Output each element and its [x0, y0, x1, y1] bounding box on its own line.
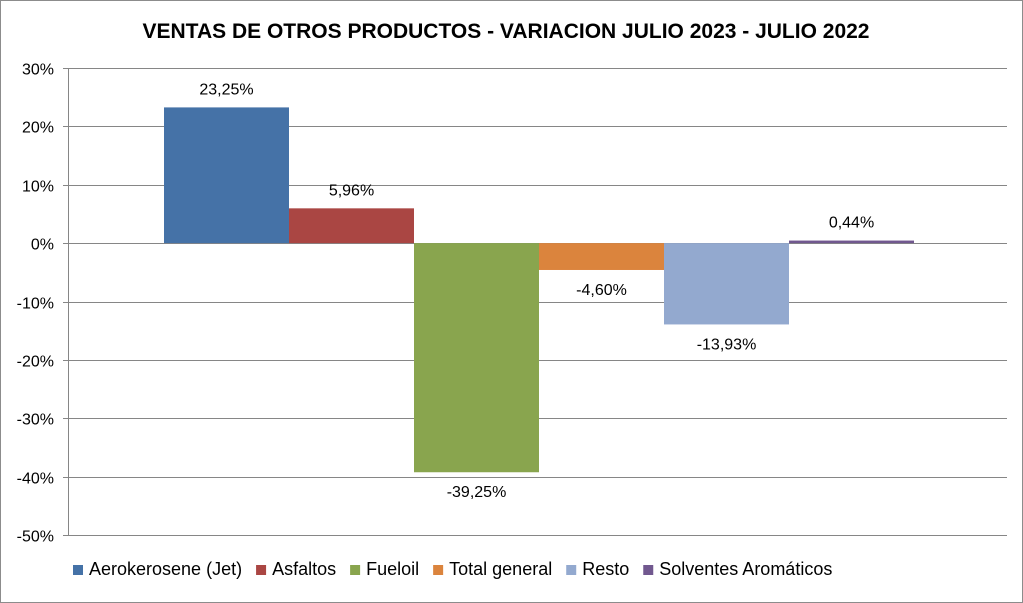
legend-label: Total general: [449, 559, 552, 579]
legend-swatch: [566, 565, 577, 575]
legend-label: Resto: [582, 559, 629, 579]
y-axis: 30% 20% 10% 0% -10% -20% -30% -40% -50%: [17, 62, 69, 546]
chart-title: VENTAS DE OTROS PRODUCTOS - VARIACION JU…: [143, 20, 870, 43]
y-tick-label: 20%: [22, 120, 54, 137]
legend-swatch: [433, 565, 444, 575]
data-label: -39,25%: [447, 484, 507, 501]
data-label: -4,60%: [576, 282, 627, 299]
legend-item: Aerokerosene (Jet): [73, 559, 242, 579]
bar-asfaltos: [289, 208, 414, 244]
bar-resto: [664, 243, 789, 325]
y-tick-label: 0%: [31, 237, 54, 254]
data-label: 0,44%: [829, 215, 874, 232]
legend-label: Solventes Aromáticos: [659, 559, 832, 579]
y-tick-label: -50%: [17, 529, 54, 546]
legend-item: Solventes Aromáticos: [643, 559, 832, 579]
legend-swatch: [643, 565, 654, 575]
y-tick-label: -30%: [17, 412, 54, 429]
y-tick-label: 10%: [22, 179, 54, 196]
y-tick-label: 30%: [22, 62, 54, 79]
legend-item: Resto: [566, 559, 629, 579]
legend-item: Total general: [433, 559, 552, 579]
legend-swatch: [350, 565, 361, 575]
legend-label: Asfaltos: [272, 559, 336, 579]
bar-aerokerosene-jet-: [164, 107, 289, 244]
data-label: 23,25%: [199, 81, 253, 98]
bars: [164, 107, 914, 473]
y-tick-label: -20%: [17, 354, 54, 371]
bar-total-general: [539, 243, 664, 270]
y-tick-label: -10%: [17, 296, 54, 313]
data-labels: 23,25% 5,96% -39,25% -4,60% -13,93% 0,44%: [199, 81, 874, 501]
legend-item: Asfaltos: [256, 559, 336, 579]
legend-swatch: [256, 565, 267, 575]
bar-fueloil: [414, 243, 539, 473]
data-label: -13,93%: [697, 336, 757, 353]
bar-solventes-arom-ticos: [789, 240, 914, 244]
legend-swatch: [73, 565, 83, 575]
legend-item: Fueloil: [350, 559, 419, 579]
y-tick-label: -40%: [17, 471, 54, 488]
legend-label: Aerokerosene (Jet): [89, 559, 242, 579]
data-label: 5,96%: [329, 182, 374, 199]
legend-label: Fueloil: [366, 559, 419, 579]
legend: Aerokerosene (Jet) Asfaltos Fueloil Total g…: [73, 559, 832, 579]
